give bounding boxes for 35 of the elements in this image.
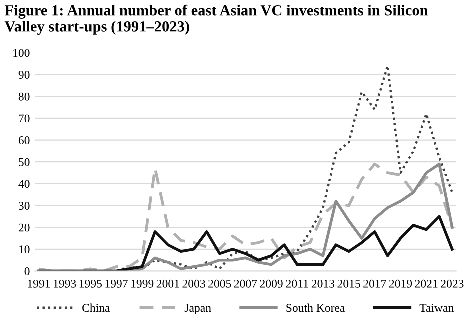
legend-label: China xyxy=(82,304,110,312)
x-tick-label: 2013 xyxy=(312,280,335,288)
chart-title: Figure 1: Annual number of east Asian VC investments in Silicon Valley start-ups (1991–2023) xyxy=(4,4,428,35)
x-tick-label: 2017 xyxy=(364,280,386,288)
x-tick-label: 2003 xyxy=(182,280,206,288)
legend-label: South Korea xyxy=(286,304,346,312)
line-series xyxy=(38,162,454,272)
x-tick-label: 2023 xyxy=(441,280,464,288)
x-tick-label: 2007 xyxy=(234,280,258,288)
x-tick-label: 1995 xyxy=(80,280,102,288)
x-tick-label: 2015 xyxy=(338,280,360,288)
x-tick-label: 1997 xyxy=(106,280,128,288)
y-tick-label: 60 xyxy=(18,136,30,144)
y-tick-label: 100 xyxy=(14,49,30,58)
y-tick-label: 0 xyxy=(24,267,30,276)
line-series xyxy=(38,215,454,272)
x-tick-label: 2019 xyxy=(389,280,412,288)
x-tick-label: 2009 xyxy=(260,280,283,288)
y-tick-label: 80 xyxy=(18,92,30,101)
y-tick-label: 30 xyxy=(19,202,30,210)
legend-label: Japan xyxy=(184,304,212,314)
x-tick-label: 1991 xyxy=(28,280,50,288)
x-tick-label: 1993 xyxy=(54,280,76,288)
x-tick-label: 1999 xyxy=(132,280,154,288)
y-tick-label: 20 xyxy=(18,224,30,232)
x-tick-label: 2011 xyxy=(286,280,308,288)
y-tick-label: 90 xyxy=(18,71,30,80)
x-tick-label: 2005 xyxy=(208,280,232,288)
y-tick-label: 50 xyxy=(19,158,30,166)
x-tick-label: 2021 xyxy=(415,280,438,288)
legend-label: Taiwan xyxy=(420,304,454,312)
x-tick-label: 2001 xyxy=(156,280,180,288)
y-tick-label: 10 xyxy=(19,246,30,254)
y-tick-label: 40 xyxy=(18,180,30,188)
y-tick-label: 70 xyxy=(19,114,30,123)
